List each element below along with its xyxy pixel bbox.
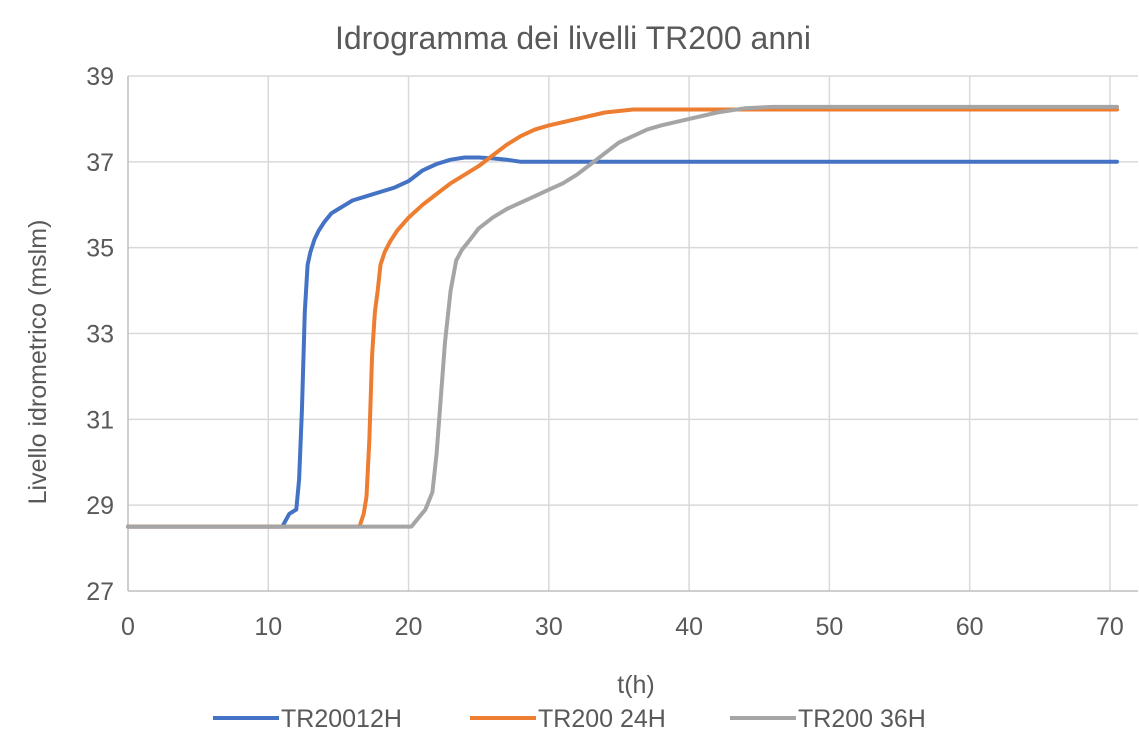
legend-label-1: TR20012H xyxy=(281,705,402,733)
legend: TR20012H TR200 24H TR200 36H xyxy=(213,705,926,733)
series-lines xyxy=(128,107,1117,527)
x-tick-label: 40 xyxy=(675,613,703,641)
series-line-1 xyxy=(128,158,1117,527)
x-tick-label: 30 xyxy=(535,613,563,641)
legend-label-3: TR200 36H xyxy=(798,705,926,733)
y-tick-label: 33 xyxy=(86,321,114,349)
x-tick-label: 60 xyxy=(956,613,984,641)
chart-title: Idrogramma dei livelli TR200 anni xyxy=(335,20,811,56)
y-tick-label: 37 xyxy=(86,149,114,177)
y-tick-label: 29 xyxy=(86,492,114,520)
x-axis-label: t(h) xyxy=(617,671,655,699)
y-tick-label: 39 xyxy=(86,63,114,91)
grid xyxy=(128,76,1138,591)
series-line-3 xyxy=(128,107,1117,527)
y-tick-label: 31 xyxy=(86,406,114,434)
x-tick-label: 0 xyxy=(121,613,135,641)
series-line-2 xyxy=(128,110,1117,527)
x-tick-label: 50 xyxy=(815,613,843,641)
x-tick-label: 70 xyxy=(1096,613,1124,641)
x-tick-label: 20 xyxy=(395,613,423,641)
x-tick-label: 10 xyxy=(254,613,282,641)
y-tick-label: 35 xyxy=(86,235,114,263)
y-axis-label: Livello idrometrico (mslm) xyxy=(24,220,52,505)
legend-label-2: TR200 24H xyxy=(538,705,666,733)
y-tick-label: 27 xyxy=(86,578,114,606)
